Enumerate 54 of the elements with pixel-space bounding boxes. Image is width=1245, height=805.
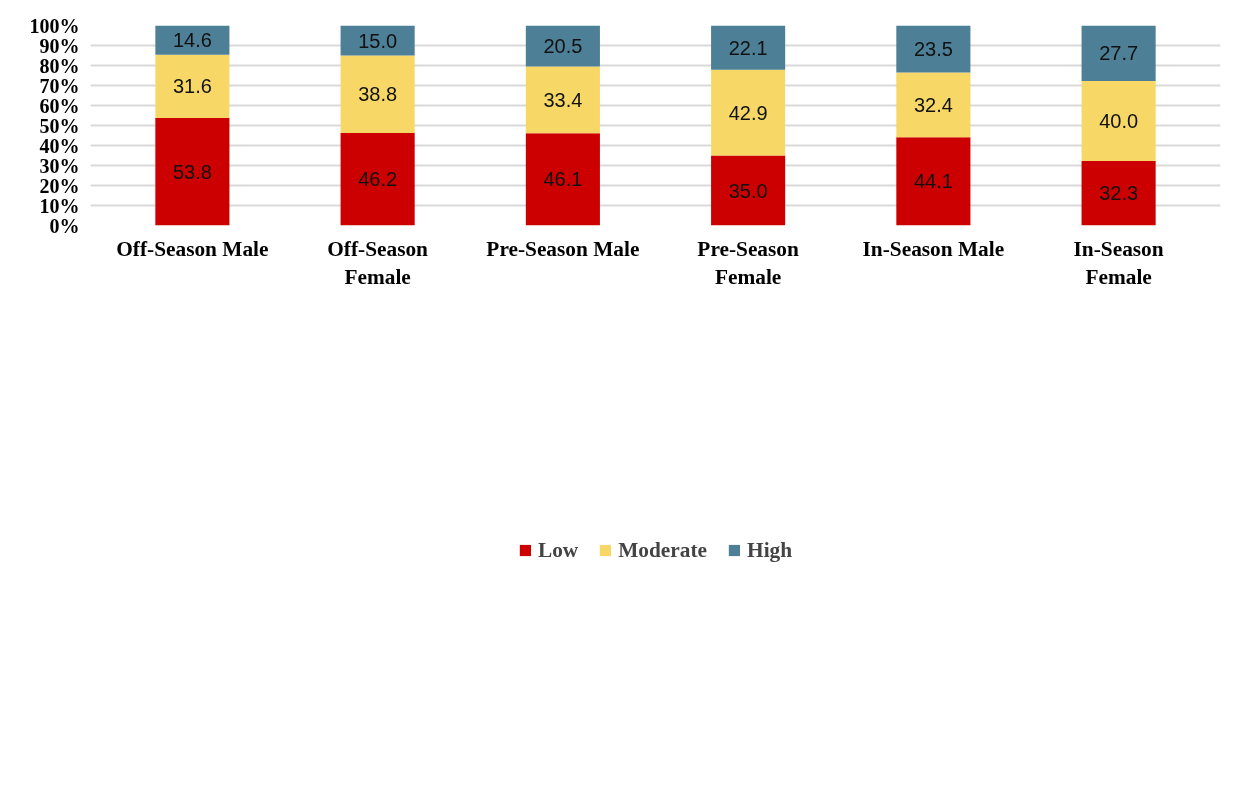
- data-label: 15.0: [358, 29, 398, 52]
- data-label: 53.8: [172, 160, 212, 183]
- x-tick-label: Pre-Season Female: [697, 236, 800, 290]
- x-tick-label: Off-Season Female: [327, 236, 429, 290]
- data-label: 38.8: [358, 83, 398, 106]
- bar: [155, 117, 230, 226]
- data-label: 42.9: [728, 101, 768, 124]
- data-label: 32.4: [913, 93, 953, 116]
- bar: [711, 25, 786, 70]
- data-label: 23.5: [913, 38, 953, 60]
- data-label: 22.1: [728, 36, 768, 59]
- data-label: 32.3: [1099, 182, 1139, 205]
- bar: [525, 133, 600, 226]
- bar: [525, 25, 600, 67]
- x-tick-label: Pre-Season Male: [486, 236, 640, 261]
- bar: [340, 55, 415, 134]
- bar: [155, 54, 230, 118]
- bar: [896, 25, 971, 73]
- y-tick-label: 70%: [39, 74, 80, 97]
- legend-label: High: [747, 537, 793, 563]
- x-tick-label: In-Season Male: [862, 236, 1005, 261]
- x-tick-label: Off-Season Male: [116, 236, 269, 261]
- y-tick-label: 10%: [39, 194, 80, 217]
- bar: [711, 69, 786, 156]
- y-tick-label: 100%: [29, 14, 80, 37]
- y-tick-label: 80%: [39, 54, 80, 77]
- y-tick-label: 60%: [39, 94, 80, 117]
- data-label: 27.7: [1099, 42, 1139, 65]
- y-tick-label: 40%: [39, 134, 80, 157]
- data-label: 44.1: [913, 170, 953, 193]
- y-tick-label: 90%: [39, 34, 80, 57]
- bar: [896, 137, 971, 226]
- bar: [1081, 80, 1156, 161]
- bar: [525, 66, 600, 134]
- data-label: 46.1: [543, 168, 583, 191]
- x-tick-label: In-Season Female: [1073, 236, 1164, 290]
- legend-label: Low: [537, 537, 579, 563]
- legend-label: Moderate: [618, 537, 708, 563]
- y-tick-label: 20%: [39, 174, 80, 197]
- data-label: 20.5: [543, 35, 583, 57]
- data-label: 33.4: [543, 88, 583, 111]
- y-tick-label: 50%: [39, 114, 80, 137]
- y-tick-label: 30%: [39, 154, 80, 177]
- bar: [340, 133, 415, 226]
- data-label: 40.0: [1099, 109, 1139, 132]
- bar: [1081, 25, 1156, 81]
- y-tick-label: 0%: [49, 214, 80, 237]
- bar: [711, 155, 786, 226]
- data-label: 46.2: [358, 168, 398, 191]
- data-label: 35.0: [728, 179, 768, 202]
- bar: [1081, 160, 1156, 226]
- bar: [896, 72, 971, 138]
- data-label: 31.6: [172, 75, 212, 98]
- data-label: 14.6: [172, 29, 212, 52]
